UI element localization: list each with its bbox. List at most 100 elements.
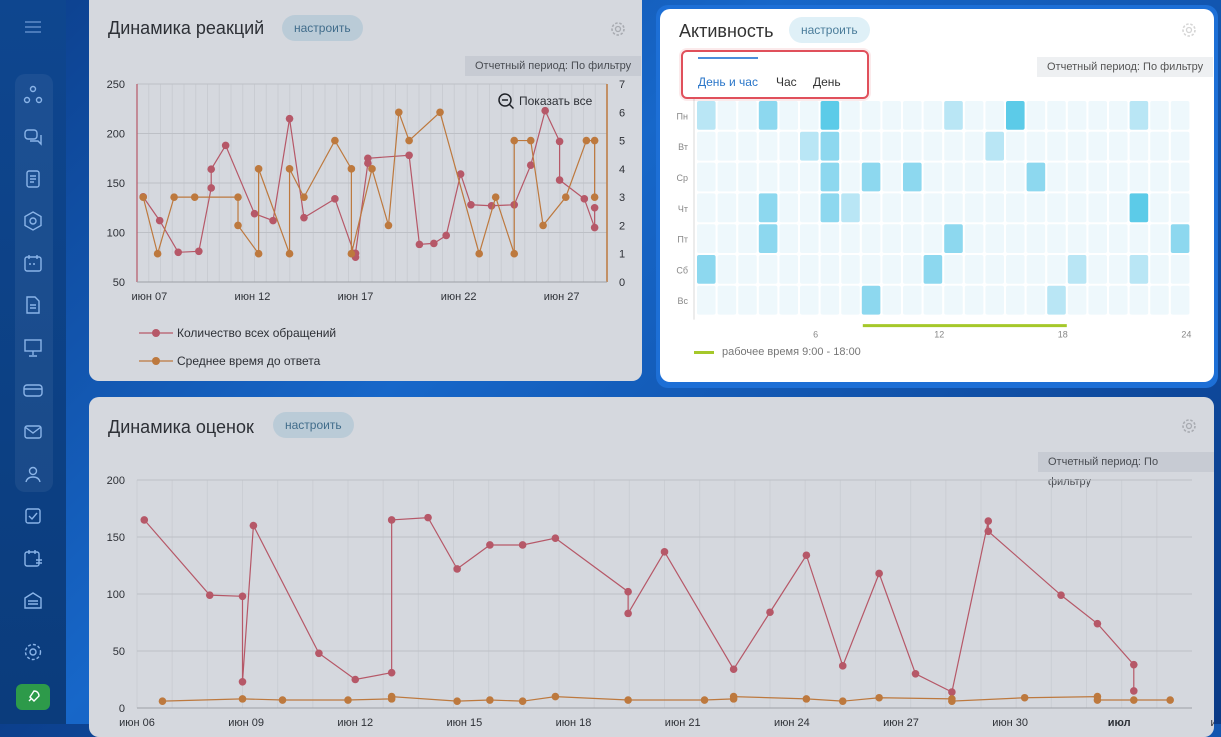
data-point — [582, 136, 591, 145]
heatmap-cell — [903, 255, 922, 284]
activity-heatmap: Пн Вт Ср Чт Пт Сб Вс 6 12 18 24 — [676, 98, 1191, 340]
data-point — [555, 176, 564, 184]
heatmap-cell — [779, 162, 798, 192]
heatmap-cell — [1067, 162, 1087, 192]
x-tick-label: июн 12 — [235, 291, 271, 303]
heatmap-cell — [964, 255, 984, 284]
heatmap-cell — [1109, 193, 1128, 223]
heatmap-cell — [717, 193, 737, 223]
data-point — [442, 231, 451, 240]
show-all-button[interactable]: Показать все — [497, 92, 592, 110]
heatmap-cell — [1150, 255, 1169, 284]
hexagon-icon[interactable] — [22, 210, 44, 232]
y-tick-label: 200 — [107, 129, 125, 141]
heatmap-cell — [861, 162, 881, 192]
heatmap-cell — [1109, 285, 1128, 315]
heatmap-cell — [738, 101, 757, 130]
calendar-icon[interactable] — [22, 252, 44, 274]
heatmap-cell — [800, 224, 819, 253]
x-tick-label: июн 27 — [883, 717, 919, 729]
warehouse-icon[interactable] — [22, 589, 44, 611]
heatmap-cell — [1088, 224, 1107, 253]
ratings-configure-button[interactable]: настроить — [273, 412, 354, 438]
y-tick-label: 150 — [107, 178, 125, 190]
activity-gear-icon[interactable] — [1181, 22, 1197, 38]
menu-icon[interactable] — [22, 18, 44, 36]
data-point — [387, 516, 396, 524]
activity-title: Активность — [679, 21, 774, 41]
data-point — [475, 249, 483, 258]
heatmap-cell — [779, 255, 798, 284]
heatmap-cell — [717, 285, 737, 315]
tab-hour[interactable]: Час — [776, 75, 797, 89]
data-point — [491, 193, 500, 201]
heatmap-cell — [1129, 131, 1149, 161]
data-point — [387, 668, 396, 677]
data-point — [555, 137, 564, 146]
x-tick-label: июн 27 — [544, 291, 580, 303]
x-tick-label: июн 12 — [337, 717, 373, 729]
reactions-gear-icon[interactable] — [610, 21, 626, 37]
document-icon[interactable] — [22, 294, 44, 316]
card-icon[interactable] — [22, 379, 44, 401]
tab-day[interactable]: День — [813, 75, 841, 89]
data-point — [1166, 696, 1174, 704]
activity-tabs: День и час Час День — [681, 50, 869, 99]
heatmap-cell — [1109, 224, 1128, 253]
data-point — [1093, 619, 1102, 628]
heatmap-cell — [717, 224, 737, 253]
heatmap-x-tick: 6 — [813, 330, 818, 340]
heatmap-cell — [882, 224, 901, 253]
schedule-icon[interactable] — [22, 547, 44, 569]
reactions-configure-button[interactable]: настроить — [282, 15, 363, 41]
settings-icon[interactable] — [22, 641, 44, 663]
reactions-period: Отчетный период: По фильтру — [465, 56, 642, 76]
rocket-icon[interactable] — [16, 684, 50, 710]
heatmap-cell — [697, 131, 716, 161]
x-tick-label: июн 15 — [447, 717, 483, 729]
heatmap-row-label: Ср — [676, 173, 688, 183]
heatmap-x-tick: 12 — [934, 330, 944, 340]
heatmap-cell — [841, 131, 860, 161]
data-point — [580, 195, 589, 203]
ratings-gear-icon[interactable] — [1181, 418, 1197, 434]
heatmap-cell — [1109, 101, 1128, 130]
data-point — [430, 239, 438, 248]
heatmap-cell — [1129, 255, 1149, 284]
mail-icon[interactable] — [22, 421, 44, 443]
heatmap-cell — [779, 193, 798, 223]
heatmap-cell — [1109, 255, 1128, 284]
tab-day-and-hour[interactable]: День и час — [698, 75, 758, 89]
heatmap-cell — [1047, 131, 1066, 161]
heatmap-cell — [1170, 193, 1190, 223]
active-tab-indicator — [698, 57, 758, 59]
heatmap-cell — [738, 162, 757, 192]
heatmap-cell — [697, 193, 716, 223]
heatmap-row-label: Пт — [677, 235, 688, 245]
report-icon[interactable] — [22, 168, 44, 190]
x-tick-label: июн 21 — [665, 717, 701, 729]
data-point — [394, 108, 403, 117]
data-point — [802, 551, 811, 560]
reactions-title: Динамика реакций — [108, 18, 265, 38]
data-point — [1057, 591, 1065, 599]
activity-configure-button[interactable]: настроить — [789, 17, 870, 43]
y-tick-label: 100 — [107, 589, 125, 601]
heatmap-cell — [1150, 131, 1169, 161]
legend-item-avg-time[interactable]: Среднее время до ответа — [139, 354, 320, 368]
task-icon[interactable] — [22, 505, 44, 527]
presentation-icon[interactable] — [22, 337, 44, 359]
legend-item-total[interactable]: Количество всех обращений — [139, 326, 336, 340]
y2-tick-label: 0 — [619, 277, 625, 289]
data-point — [486, 541, 494, 549]
heatmap-cell — [800, 193, 819, 223]
connectors-icon[interactable] — [22, 84, 44, 106]
heatmap-cell — [944, 101, 963, 130]
users-icon[interactable] — [22, 463, 44, 485]
y-tick-label: 200 — [107, 475, 125, 487]
heatmap-cell — [1129, 101, 1149, 130]
heatmap-cell — [1088, 193, 1107, 223]
data-point — [453, 697, 461, 705]
chat-icon[interactable] — [22, 126, 44, 148]
heatmap-cell — [1109, 162, 1128, 192]
